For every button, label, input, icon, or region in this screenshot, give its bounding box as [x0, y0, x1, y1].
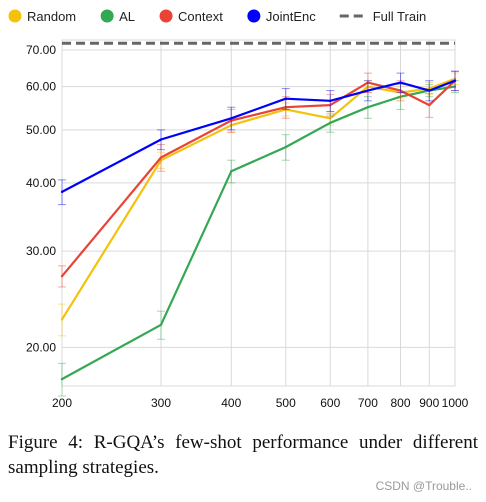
series-random [58, 72, 459, 337]
data-point [60, 377, 64, 381]
x-tick-label: 500 [276, 396, 296, 410]
series-line [61, 79, 456, 277]
x-tick-label: 200 [52, 396, 72, 410]
data-point [284, 145, 287, 149]
data-point [159, 138, 163, 141]
plot-area [58, 41, 459, 397]
data-point [428, 89, 431, 92]
data-point [284, 106, 287, 109]
x-tick-label: 1000 [442, 396, 469, 410]
data-point [60, 318, 64, 321]
y-tick-label: 30.00 [26, 244, 56, 258]
y-tick-label: 70.00 [26, 43, 56, 57]
axes: 200 300 400 500 600 700 800 900 1000 20.00 30.00 40… [26, 43, 469, 410]
data-point [284, 108, 287, 111]
data-point [366, 89, 370, 92]
data-point [159, 323, 163, 326]
x-tick-label: 400 [221, 396, 241, 410]
series-context [58, 70, 459, 288]
data-point [230, 170, 233, 173]
legend-marker [100, 9, 114, 23]
data-point [329, 99, 332, 103]
data-point [428, 103, 431, 107]
x-tick-label: 800 [390, 396, 410, 410]
data-point [399, 81, 402, 84]
data-point [366, 81, 370, 84]
series-jointenc [58, 70, 459, 206]
x-tick-label: 900 [419, 396, 439, 410]
y-tick-label: 50.00 [26, 123, 56, 137]
data-point [428, 87, 431, 90]
x-tick-label: 600 [320, 396, 340, 410]
legend-marker [247, 9, 261, 23]
watermark: CSDN @Trouble.. [375, 479, 472, 493]
data-point [399, 89, 402, 92]
legend-label: Random [27, 9, 76, 24]
data-point [230, 119, 233, 122]
data-point [230, 117, 233, 120]
data-point [60, 274, 64, 278]
figure-caption: Figure 4: R-GQA’s few-shot performance u… [8, 432, 478, 478]
data-point [230, 123, 233, 127]
legend: Random AL Context JointEnc Full Train [8, 9, 426, 24]
data-point [60, 190, 64, 194]
data-point [366, 106, 370, 109]
legend-label: Full Train [373, 9, 426, 24]
data-point [453, 77, 457, 80]
legend-label: JointEnc [266, 9, 316, 24]
data-point [329, 121, 332, 125]
plot-border [61, 39, 456, 387]
data-point [284, 97, 287, 100]
x-tick-label: 300 [151, 396, 171, 410]
data-point [159, 156, 163, 159]
grid [61, 39, 456, 387]
data-point [366, 85, 370, 88]
legend-marker [159, 9, 173, 23]
y-tick-label: 60.00 [26, 80, 56, 94]
data-point [399, 95, 402, 98]
x-tick-label: 700 [358, 396, 378, 410]
y-tick-label: 40.00 [26, 176, 56, 190]
series-al [58, 80, 459, 397]
legend-label: Context [178, 9, 223, 24]
series-line [61, 85, 456, 381]
legend-label: AL [119, 9, 135, 24]
data-point [329, 103, 332, 107]
data-point [329, 117, 332, 120]
legend-marker [8, 9, 22, 23]
data-point [453, 79, 457, 82]
y-tick-label: 20.00 [26, 340, 56, 354]
data-point [453, 85, 457, 88]
